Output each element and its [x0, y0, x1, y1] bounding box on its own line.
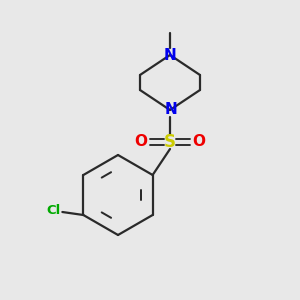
Text: O: O — [193, 134, 206, 149]
Text: O: O — [134, 134, 148, 149]
Text: S: S — [164, 133, 176, 151]
Text: Cl: Cl — [46, 203, 61, 217]
Text: N: N — [164, 47, 176, 62]
Text: N: N — [165, 103, 177, 118]
